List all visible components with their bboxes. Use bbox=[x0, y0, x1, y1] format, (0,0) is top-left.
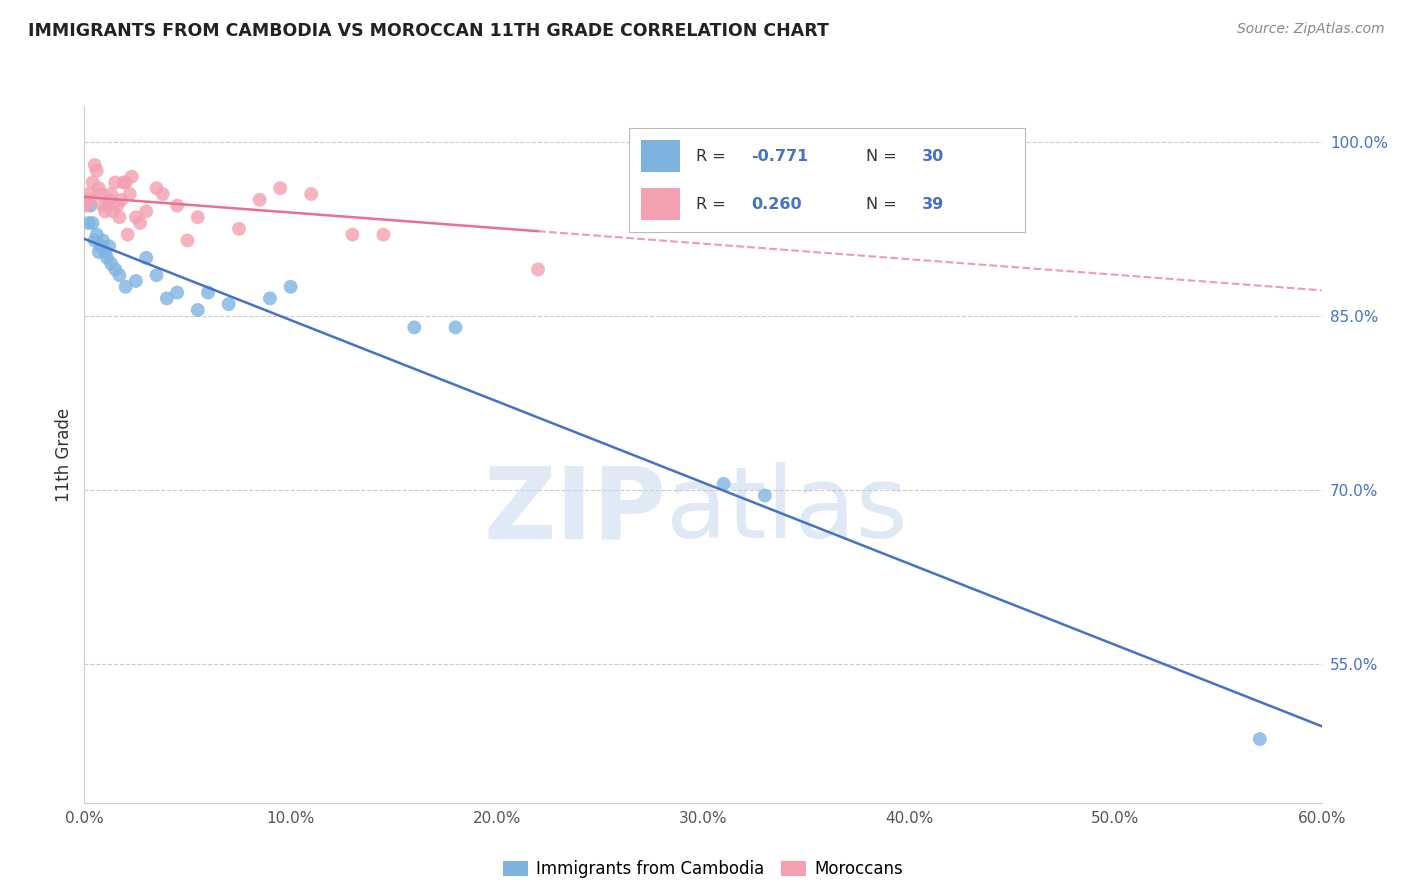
Point bbox=[87, 181, 110, 195]
Point bbox=[90, 186, 112, 201]
Point bbox=[98, 193, 121, 207]
Point bbox=[135, 251, 157, 265]
Point bbox=[152, 186, 174, 201]
Point bbox=[228, 221, 250, 235]
Point bbox=[444, 320, 467, 334]
Point bbox=[105, 198, 128, 212]
Text: Source: ZipAtlas.com: Source: ZipAtlas.com bbox=[1237, 22, 1385, 37]
Text: 30: 30 bbox=[922, 149, 943, 163]
Point bbox=[77, 186, 100, 201]
Point bbox=[100, 256, 122, 270]
Text: ZIP: ZIP bbox=[484, 462, 666, 559]
FancyBboxPatch shape bbox=[641, 140, 681, 172]
Point bbox=[166, 285, 188, 300]
Point bbox=[280, 280, 302, 294]
FancyBboxPatch shape bbox=[641, 188, 681, 219]
Point bbox=[145, 181, 167, 195]
Point bbox=[114, 176, 136, 190]
Point bbox=[218, 297, 240, 311]
Point bbox=[82, 216, 104, 230]
Point bbox=[90, 239, 112, 253]
Point bbox=[373, 227, 395, 242]
Point bbox=[129, 216, 152, 230]
Point bbox=[104, 262, 127, 277]
Point bbox=[117, 227, 139, 242]
Point bbox=[156, 291, 179, 305]
Point bbox=[118, 186, 141, 201]
Point bbox=[75, 198, 97, 212]
Point bbox=[269, 181, 291, 195]
Point bbox=[91, 198, 114, 212]
Point bbox=[114, 280, 136, 294]
Point bbox=[145, 268, 167, 282]
Point bbox=[259, 291, 281, 305]
Point bbox=[121, 169, 143, 184]
Point bbox=[651, 193, 673, 207]
Text: -0.771: -0.771 bbox=[751, 149, 808, 163]
Point bbox=[249, 193, 271, 207]
Point bbox=[104, 176, 127, 190]
Point bbox=[197, 285, 219, 300]
Text: R =: R = bbox=[696, 149, 731, 163]
Point bbox=[342, 227, 364, 242]
Point bbox=[94, 204, 117, 219]
Point bbox=[299, 186, 322, 201]
Point bbox=[98, 239, 121, 253]
Text: atlas: atlas bbox=[666, 462, 907, 559]
Point bbox=[91, 233, 114, 247]
Point bbox=[754, 489, 776, 503]
Point bbox=[166, 198, 188, 212]
Point bbox=[404, 320, 426, 334]
Point bbox=[83, 158, 105, 172]
Point bbox=[86, 164, 108, 178]
Point bbox=[96, 251, 118, 265]
Point bbox=[82, 176, 104, 190]
Point bbox=[96, 198, 118, 212]
Point bbox=[108, 268, 131, 282]
Point bbox=[112, 176, 135, 190]
Y-axis label: 11th Grade: 11th Grade bbox=[55, 408, 73, 502]
Point bbox=[79, 193, 101, 207]
Point bbox=[100, 186, 122, 201]
Text: N =: N = bbox=[866, 196, 903, 211]
Point bbox=[77, 216, 100, 230]
Point bbox=[103, 204, 125, 219]
Legend: Immigrants from Cambodia, Moroccans: Immigrants from Cambodia, Moroccans bbox=[503, 860, 903, 878]
Point bbox=[86, 227, 108, 242]
Point bbox=[713, 476, 735, 491]
Point bbox=[83, 233, 105, 247]
Text: R =: R = bbox=[696, 196, 731, 211]
Text: N =: N = bbox=[866, 149, 903, 163]
Point bbox=[125, 274, 148, 288]
Text: 39: 39 bbox=[922, 196, 943, 211]
Point bbox=[87, 244, 110, 259]
Point bbox=[187, 210, 209, 224]
Point bbox=[94, 244, 117, 259]
Point bbox=[125, 210, 148, 224]
Point bbox=[135, 204, 157, 219]
Point bbox=[110, 193, 132, 207]
Text: IMMIGRANTS FROM CAMBODIA VS MOROCCAN 11TH GRADE CORRELATION CHART: IMMIGRANTS FROM CAMBODIA VS MOROCCAN 11T… bbox=[28, 22, 830, 40]
Point bbox=[79, 198, 101, 212]
Point bbox=[176, 233, 198, 247]
Point bbox=[527, 262, 550, 277]
Text: 0.260: 0.260 bbox=[751, 196, 803, 211]
Point bbox=[108, 210, 131, 224]
Point bbox=[1249, 731, 1271, 746]
Point bbox=[187, 303, 209, 318]
